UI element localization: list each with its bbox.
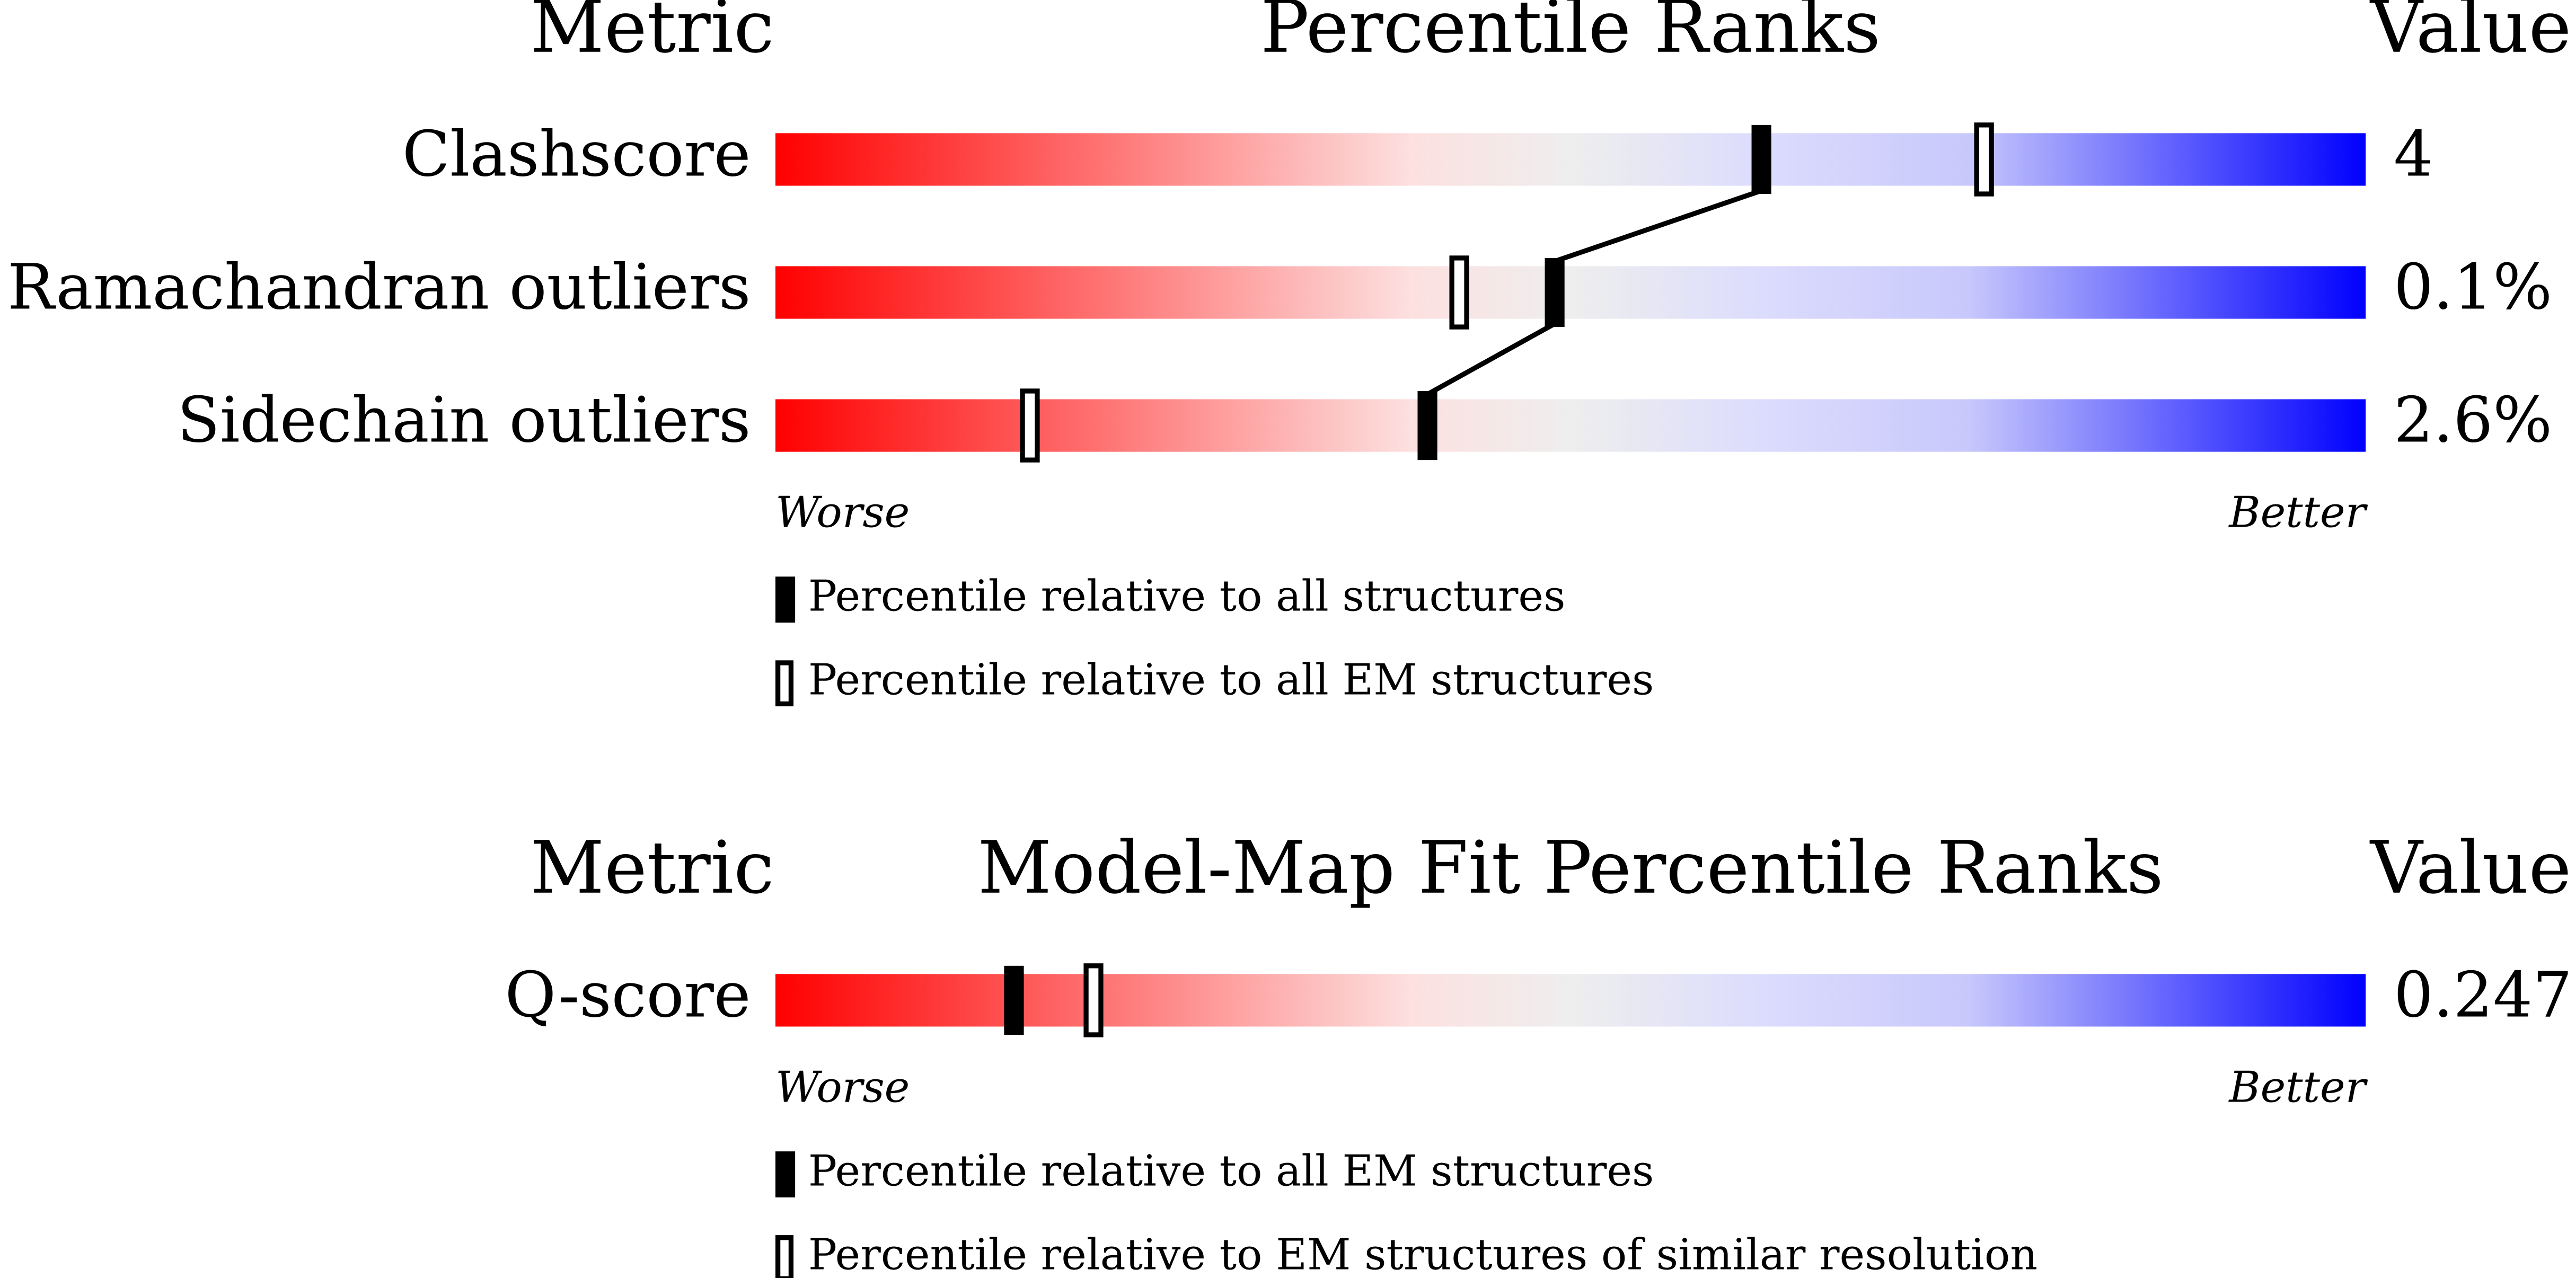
metric-label: Ramachandran outliers	[7, 251, 751, 324]
value-header: Value	[2369, 826, 2571, 910]
percentile-marker	[1417, 390, 1437, 460]
legend-icon	[775, 1151, 796, 1197]
slider-bar	[775, 974, 2366, 1027]
slider-bar	[775, 133, 2366, 186]
legend-label: Percentile relative to all EM structures	[808, 1146, 1654, 1196]
slider-bar	[775, 266, 2366, 319]
metric-header: Metric	[530, 826, 774, 910]
percentile-marker	[1004, 965, 1024, 1035]
percentile-marker	[1974, 122, 1994, 197]
slider-bar	[775, 399, 2366, 452]
legend-label: Percentile relative to EM structures of …	[808, 1230, 2037, 1278]
legend-icon	[775, 576, 796, 623]
worse-label: Worse	[775, 1062, 910, 1112]
chart-title: Model-Map Fit Percentile Ranks	[977, 826, 2163, 910]
connector	[1426, 321, 1556, 397]
metric-value: 0.1%	[2394, 251, 2552, 324]
chart-title: Percentile Ranks	[1260, 0, 1881, 69]
legend-icon	[775, 660, 794, 707]
legend-icon	[775, 1235, 794, 1278]
metric-header: Metric	[530, 0, 774, 69]
connector	[1554, 188, 1762, 264]
metric-label: Clashscore	[402, 118, 751, 191]
metric-value: 0.247	[2394, 958, 2572, 1031]
metric-value: 4	[2394, 118, 2433, 191]
legend-label: Percentile relative to all structures	[808, 572, 1566, 622]
metric-label: Q-score	[505, 958, 751, 1031]
percentile-marker	[1751, 125, 1771, 194]
better-label: Better	[2228, 488, 2368, 538]
legend-label: Percentile relative to all EM structures	[808, 655, 1654, 705]
metric-value: 2.6%	[2394, 384, 2552, 457]
better-label: Better	[2228, 1062, 2368, 1112]
percentile-marker	[1083, 963, 1104, 1037]
percentile-marker	[1020, 388, 1040, 463]
worse-label: Worse	[775, 488, 910, 538]
metric-label: Sidechain outliers	[177, 384, 751, 457]
value-header: Value	[2369, 0, 2571, 69]
percentile-marker	[1449, 255, 1469, 330]
percentile-marker	[1545, 258, 1565, 327]
